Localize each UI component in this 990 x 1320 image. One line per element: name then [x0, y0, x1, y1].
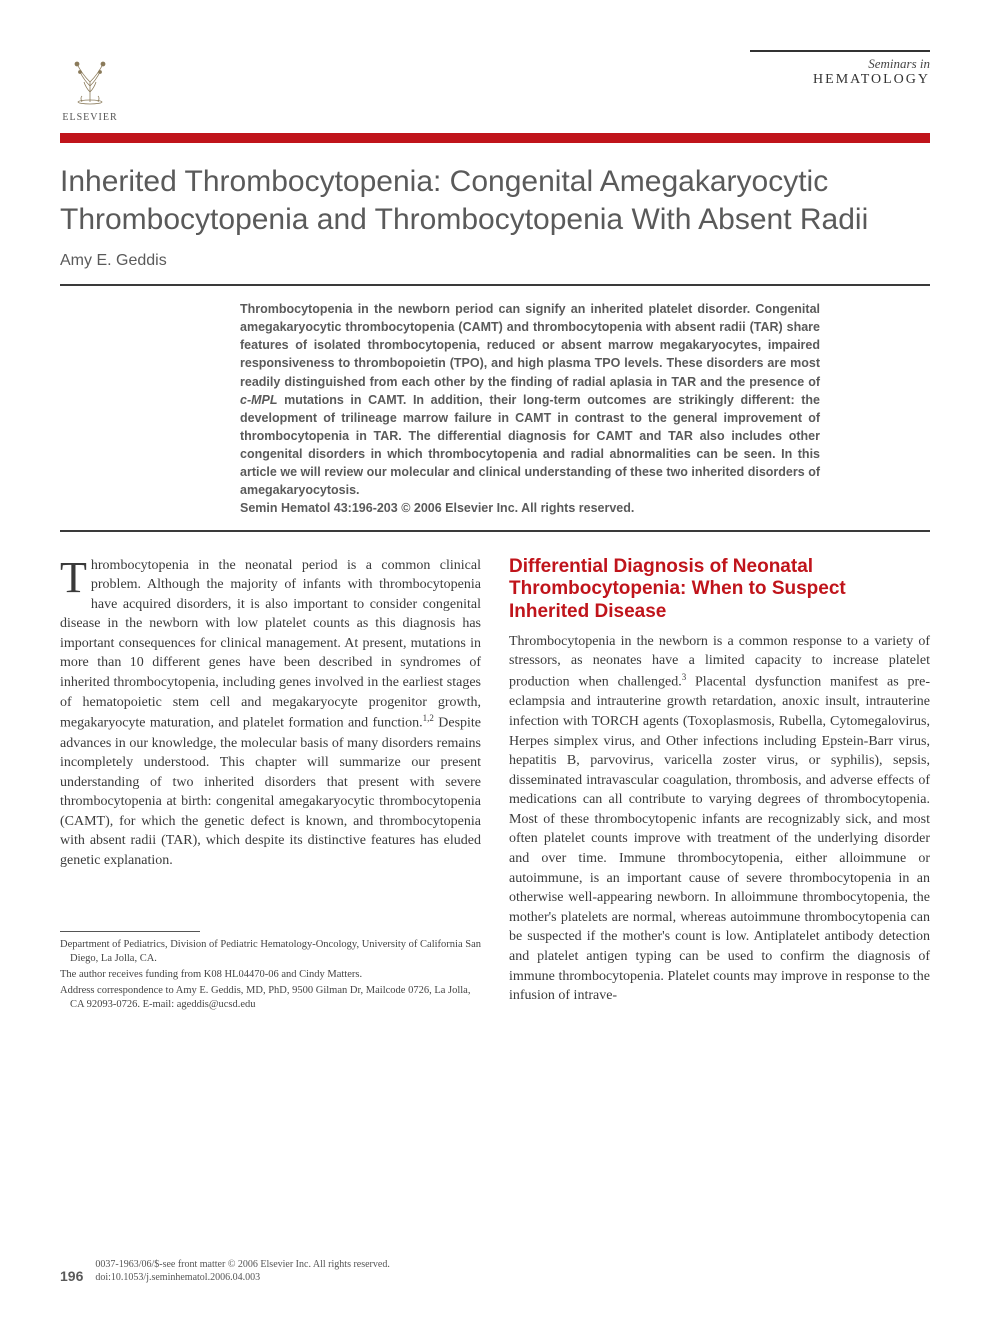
elsevier-tree-icon: [60, 50, 120, 110]
abstract-block: Thrombocytopenia in the newborn period c…: [60, 300, 930, 518]
red-accent-bar: [60, 133, 930, 143]
journal-rule: [750, 50, 930, 52]
intro-text-2: Despite advances in our knowledge, the m…: [60, 716, 481, 868]
abstract-gene: c-MPL: [240, 393, 278, 407]
abstract-text-pre: Thrombocytopenia in the newborn period c…: [240, 302, 820, 389]
page-header: ELSEVIER Seminars in HEMATOLOGY: [60, 50, 930, 123]
footnotes: Department of Pediatrics, Division of Pe…: [60, 938, 481, 1013]
journal-prefix: Seminars in: [750, 56, 930, 72]
right-text-post: Placental dysfunction manifest as pre-ec…: [509, 675, 930, 1004]
article-title: Inherited Thrombocytopenia: Congenital A…: [60, 163, 930, 238]
left-column: Thrombocytopenia in the neonatal period …: [60, 556, 481, 1015]
footnote-funding: The author receives funding from K08 HL0…: [60, 968, 481, 982]
footnote-dept: Department of Pediatrics, Division of Pe…: [60, 938, 481, 966]
intro-paragraph: Thrombocytopenia in the neonatal period …: [60, 556, 481, 871]
footnote-address: Address correspondence to Amy E. Geddis,…: [60, 984, 481, 1012]
abstract-citation: Semin Hematol 43:196-203 © 2006 Elsevier…: [240, 501, 634, 515]
dropcap: T: [60, 556, 91, 596]
article-author: Amy E. Geddis: [60, 252, 930, 270]
right-paragraph: Thrombocytopenia in the newborn is a com…: [509, 632, 930, 1006]
publisher-name: ELSEVIER: [62, 112, 117, 123]
divider-top: [60, 284, 930, 286]
journal-name: HEMATOLOGY: [750, 72, 930, 88]
footnote-rule: [60, 931, 200, 932]
divider-bottom: [60, 530, 930, 532]
intro-text-1: hrombocytopenia in the neonatal period i…: [60, 558, 481, 731]
footer-line1: 0037-1963/06/$-see front matter © 2006 E…: [95, 1259, 389, 1270]
footer-line2: doi:10.1053/j.seminhematol.2006.04.003: [95, 1272, 260, 1283]
page-footer: 196 0037-1963/06/$-see front matter © 20…: [60, 1258, 930, 1284]
abstract-text-post: mutations in CAMT. In addition, their lo…: [240, 393, 820, 498]
body-columns: Thrombocytopenia in the neonatal period …: [60, 556, 930, 1015]
section-heading: Differential Diagnosis of Neonatal Throm…: [509, 556, 930, 624]
page-number: 196: [60, 1268, 83, 1284]
intro-ref-1: 1,2: [423, 713, 434, 723]
footer-copyright: 0037-1963/06/$-see front matter © 2006 E…: [95, 1258, 389, 1284]
publisher-logo: ELSEVIER: [60, 50, 120, 123]
journal-header: Seminars in HEMATOLOGY: [750, 50, 930, 88]
right-column: Differential Diagnosis of Neonatal Throm…: [509, 556, 930, 1015]
